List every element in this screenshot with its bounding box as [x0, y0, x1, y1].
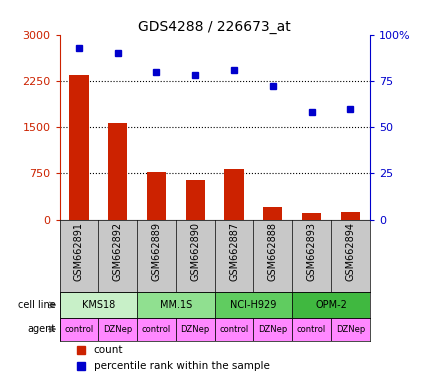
Text: agent: agent: [27, 324, 55, 334]
Text: NCI-H929: NCI-H929: [230, 300, 277, 310]
Text: count: count: [94, 344, 123, 355]
Bar: [186, 180, 205, 220]
Text: GSM662887: GSM662887: [229, 222, 239, 281]
Bar: [60, 293, 137, 318]
Text: OPM-2: OPM-2: [315, 300, 347, 310]
Bar: [69, 74, 88, 220]
Bar: [176, 318, 215, 341]
Bar: [60, 318, 98, 341]
Bar: [137, 318, 176, 341]
Text: MM.1S: MM.1S: [160, 300, 192, 310]
Text: control: control: [142, 324, 171, 334]
Text: GSM662890: GSM662890: [190, 222, 200, 281]
Bar: [147, 172, 166, 220]
Text: GSM662888: GSM662888: [268, 222, 278, 281]
Text: KMS18: KMS18: [82, 300, 115, 310]
Bar: [263, 207, 283, 220]
Text: cell line: cell line: [17, 300, 55, 310]
Bar: [98, 318, 137, 341]
Text: GSM662889: GSM662889: [151, 222, 162, 281]
Text: control: control: [64, 324, 94, 334]
Bar: [331, 318, 370, 341]
Text: DZNep: DZNep: [103, 324, 132, 334]
Bar: [253, 318, 292, 341]
Text: control: control: [297, 324, 326, 334]
Text: GSM662894: GSM662894: [346, 222, 355, 281]
Title: GDS4288 / 226673_at: GDS4288 / 226673_at: [138, 20, 291, 33]
Bar: [215, 293, 292, 318]
Bar: [224, 169, 244, 220]
Bar: [108, 123, 128, 220]
Text: GSM662891: GSM662891: [74, 222, 84, 281]
Bar: [292, 318, 331, 341]
Text: DZNep: DZNep: [258, 324, 287, 334]
Text: GSM662893: GSM662893: [306, 222, 317, 281]
Bar: [292, 293, 370, 318]
Bar: [137, 293, 215, 318]
Text: percentile rank within the sample: percentile rank within the sample: [94, 361, 269, 371]
Bar: [341, 212, 360, 220]
Text: DZNep: DZNep: [336, 324, 365, 334]
Bar: [302, 213, 321, 220]
Text: control: control: [219, 324, 249, 334]
Text: GSM662892: GSM662892: [113, 222, 123, 281]
Bar: [215, 318, 253, 341]
Text: DZNep: DZNep: [181, 324, 210, 334]
